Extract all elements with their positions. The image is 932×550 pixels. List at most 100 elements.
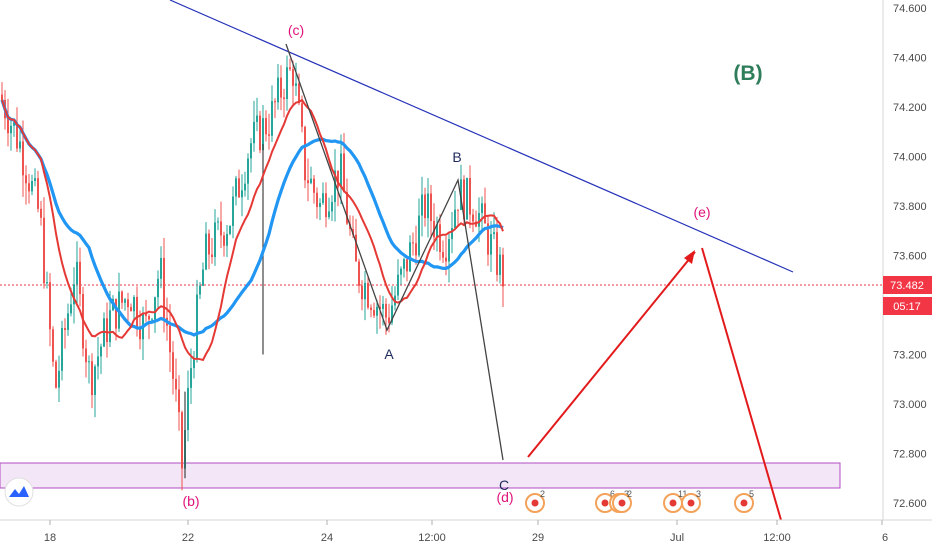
event-marker-dot bbox=[618, 499, 626, 507]
time-tick-label: 12:00 bbox=[763, 532, 791, 544]
wave-label-e-paren: (e) bbox=[693, 204, 710, 220]
candle-body bbox=[337, 170, 339, 188]
candle-body bbox=[223, 235, 225, 246]
candle-body bbox=[232, 196, 234, 226]
candle-body bbox=[310, 178, 312, 184]
candle-body bbox=[64, 328, 66, 330]
event-marker-dot bbox=[687, 499, 695, 507]
candle-body bbox=[301, 103, 303, 127]
candle-body bbox=[493, 232, 495, 235]
candle-body bbox=[406, 259, 408, 272]
candle-body bbox=[496, 232, 498, 275]
price-axis[interactable]: 74.600 74.400 74.200 74.000 73.800 73.600 73.4… bbox=[893, 3, 927, 510]
candle-body bbox=[187, 387, 189, 431]
candle-body bbox=[79, 261, 81, 294]
candle-body bbox=[502, 254, 504, 287]
time-tick-label: 18 bbox=[44, 532, 56, 544]
wave-label-c-paren: (c) bbox=[288, 22, 304, 38]
candle-body bbox=[145, 314, 147, 316]
candle-body bbox=[199, 285, 201, 295]
price-tick-label: 73.800 bbox=[893, 201, 927, 213]
candle-body bbox=[268, 134, 270, 136]
candle-body bbox=[388, 317, 390, 323]
event-marker-count: 2 bbox=[540, 489, 545, 499]
candle-body bbox=[358, 261, 360, 286]
target-zone[interactable] bbox=[0, 462, 841, 489]
candle-body bbox=[130, 307, 132, 312]
candle-body bbox=[439, 224, 441, 253]
candle-body bbox=[271, 101, 273, 136]
price-tick-label: 73.000 bbox=[893, 399, 927, 411]
candle-body bbox=[85, 348, 87, 363]
candle-body bbox=[421, 194, 423, 216]
candle-body bbox=[307, 180, 309, 184]
descending-trendline[interactable] bbox=[169, 0, 794, 273]
projection-down-line[interactable] bbox=[701, 247, 782, 521]
candle-body bbox=[235, 178, 237, 197]
candle-body bbox=[331, 202, 333, 212]
red-moving-average-line[interactable] bbox=[1, 98, 504, 362]
candle-body bbox=[436, 224, 438, 238]
candle-body bbox=[334, 170, 336, 203]
candle-body bbox=[94, 366, 96, 396]
candle-body bbox=[454, 209, 456, 229]
candle-body bbox=[154, 297, 156, 320]
candle-body bbox=[133, 297, 135, 312]
candle-body bbox=[385, 303, 387, 318]
candle-body bbox=[397, 274, 399, 296]
candle-body bbox=[262, 118, 264, 151]
candle-body bbox=[7, 118, 9, 134]
candle-body bbox=[73, 284, 75, 305]
candle-body bbox=[430, 193, 432, 221]
event-marker-count: 5 bbox=[749, 489, 754, 499]
candle-body bbox=[67, 313, 69, 330]
candle-body bbox=[451, 228, 453, 240]
candle-body bbox=[298, 83, 300, 104]
candle-body bbox=[256, 115, 258, 122]
candle-body bbox=[16, 122, 18, 149]
candle-body bbox=[346, 192, 348, 224]
time-tick-label: Jul bbox=[670, 532, 684, 544]
candle-body bbox=[52, 329, 54, 362]
candle-body bbox=[214, 222, 216, 258]
candle-body bbox=[466, 177, 468, 220]
time-tick-label: 22 bbox=[182, 532, 194, 544]
candle-body bbox=[1, 94, 3, 101]
candle-body bbox=[241, 190, 243, 198]
price-tick-label: 73.200 bbox=[893, 350, 927, 362]
price-tick-label: 72.800 bbox=[893, 449, 927, 461]
wave-path[interactable] bbox=[285, 43, 504, 461]
wave-label-B: B bbox=[452, 149, 461, 165]
candle-body bbox=[151, 319, 153, 321]
time-tick-label: 6 bbox=[882, 532, 888, 544]
candle-body bbox=[418, 215, 420, 256]
candle-body bbox=[286, 67, 288, 100]
candle-body bbox=[379, 306, 381, 309]
candle-body bbox=[19, 141, 21, 149]
candle-body bbox=[172, 352, 174, 379]
candle-body bbox=[217, 221, 219, 223]
candle-body bbox=[13, 122, 15, 126]
candle-body bbox=[100, 346, 102, 357]
candle-body bbox=[196, 294, 198, 360]
time-tick-label: 12:00 bbox=[418, 532, 446, 544]
event-marker-dot bbox=[669, 499, 677, 507]
candle-body bbox=[229, 225, 231, 234]
candle-body bbox=[292, 69, 294, 86]
candle-body bbox=[283, 97, 285, 100]
candle-body bbox=[481, 203, 483, 214]
time-axis[interactable]: 18 22 24 12:00 29 Jul 12:00 6 bbox=[44, 520, 888, 544]
candle-body bbox=[280, 77, 282, 98]
countdown-badge bbox=[883, 297, 932, 315]
candle-body bbox=[499, 254, 501, 275]
projection-up-line[interactable] bbox=[527, 251, 696, 458]
candle-body bbox=[109, 310, 111, 343]
event-marker-count: 6 bbox=[610, 489, 615, 499]
candle-body bbox=[322, 193, 324, 203]
price-tick-label: 74.600 bbox=[893, 3, 927, 15]
candle-body bbox=[178, 389, 180, 413]
tradingview-logo-icon[interactable] bbox=[4, 477, 34, 507]
event-marker-count: 2 bbox=[627, 489, 632, 499]
time-tick-label: 29 bbox=[532, 532, 544, 544]
